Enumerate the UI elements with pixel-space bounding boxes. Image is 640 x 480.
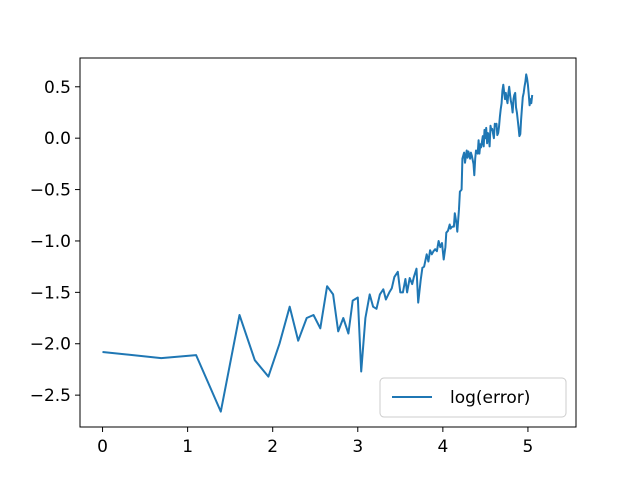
y-tick-label: 0.5: [44, 78, 71, 98]
y-tick-label: −2.0: [30, 335, 71, 355]
y-tick-label: −1.0: [30, 232, 71, 252]
legend-box: [379, 377, 567, 418]
x-axis: 0 1 2 3 4 5: [97, 427, 533, 457]
x-tick-label: 2: [267, 437, 278, 457]
x-tick-label: 3: [352, 437, 363, 457]
y-tick-label: −1.5: [30, 283, 71, 303]
y-tick-label: −0.5: [30, 181, 71, 201]
x-tick-label: 0: [97, 437, 108, 457]
series-layer: [102, 73, 534, 413]
legend-label-log-error: log(error): [450, 388, 530, 408]
plot-frame: [79, 57, 577, 428]
y-tick-label: −2.5: [30, 386, 71, 406]
series-line-log-error: [102, 73, 534, 413]
y-axis: 0.5 0.0 −0.5 −1.0 −1.5 −2.0 −2.5: [30, 78, 80, 406]
x-tick-label: 4: [437, 437, 448, 457]
x-tick-label: 1: [182, 437, 193, 457]
y-tick-label: 0.0: [44, 129, 71, 149]
legend: log(error): [379, 377, 567, 418]
x-tick-label: 5: [523, 437, 534, 457]
plot-area: [80, 58, 576, 427]
